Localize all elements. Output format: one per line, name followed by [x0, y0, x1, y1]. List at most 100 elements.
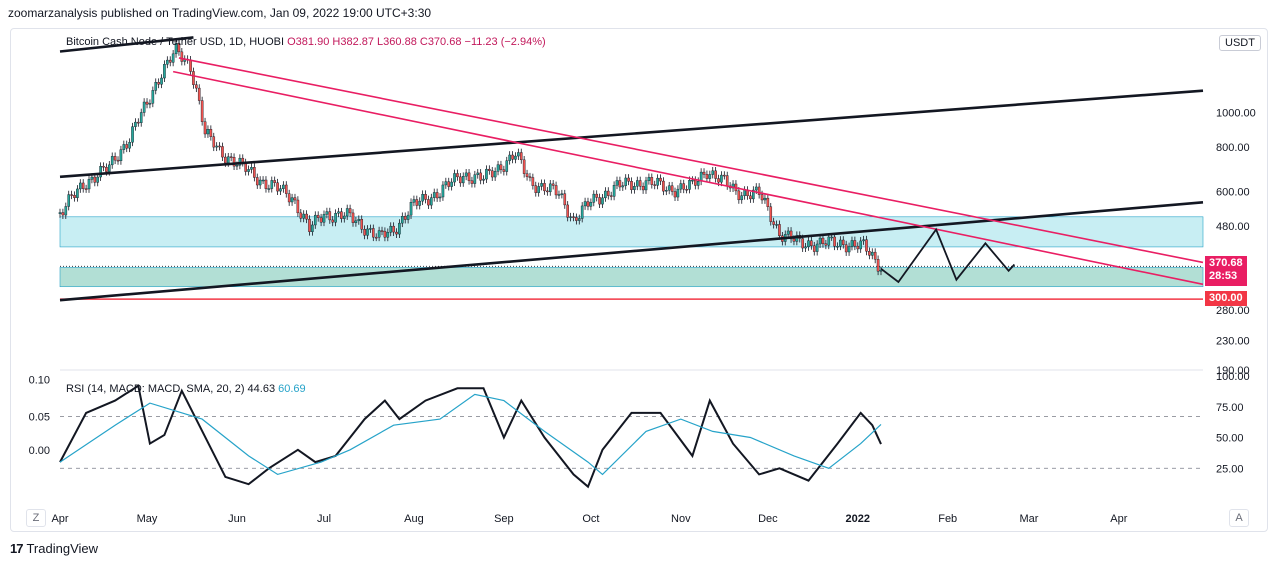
- candle-body: [322, 214, 326, 223]
- price-tick-label: 1000.00: [1216, 107, 1256, 119]
- candle-body: [604, 190, 607, 199]
- candle-body: [412, 199, 416, 203]
- oscillator-legend: RSI (14, MACD: MACD, SMA, 20, 2) 44.63 6…: [66, 383, 306, 395]
- candle-body: [177, 43, 181, 53]
- candle-body: [717, 178, 720, 183]
- candle-body: [815, 243, 819, 252]
- candle-body: [873, 251, 877, 260]
- candle-body: [818, 237, 822, 245]
- time-tick-label: Apr: [1110, 513, 1127, 525]
- time-tick-label: Jul: [317, 513, 331, 525]
- candle-body: [392, 225, 395, 233]
- candle-body: [337, 211, 340, 214]
- candle-body: [311, 224, 314, 232]
- candle-body: [641, 186, 645, 191]
- candle-body: [168, 59, 172, 63]
- candle-body: [691, 179, 694, 182]
- candle-body: [148, 103, 152, 105]
- candle-body: [409, 202, 413, 216]
- candle-body: [67, 194, 71, 207]
- candle-body: [679, 183, 683, 190]
- zone-band-1: [59, 267, 1204, 288]
- candle-body: [801, 238, 804, 249]
- symbol-legend: Bitcoin Cash Node / Tether USD, 1D, HUOB…: [66, 36, 546, 48]
- candle-body: [345, 208, 349, 217]
- candle-body: [807, 240, 810, 248]
- candle-body: [775, 224, 778, 226]
- candle-body: [786, 230, 790, 235]
- candle-body: [395, 231, 398, 235]
- candle-body: [79, 182, 82, 190]
- candle-body: [145, 101, 149, 105]
- price-tick-label: 600.00: [1216, 187, 1250, 199]
- candle-body: [534, 185, 538, 193]
- candle-body: [630, 181, 633, 190]
- candle-body: [273, 180, 276, 183]
- time-tick-label: Mar: [1019, 513, 1038, 525]
- candle-body: [163, 64, 166, 79]
- candle-body: [769, 206, 773, 222]
- candle-body: [366, 228, 369, 236]
- time-tick-label: Jun: [228, 513, 246, 525]
- candle-body: [253, 167, 256, 178]
- candle-body: [830, 236, 833, 239]
- candle-body: [415, 199, 419, 206]
- candle-body: [673, 191, 677, 198]
- candle-body: [102, 166, 105, 168]
- candle-body: [279, 188, 282, 192]
- timezone-button[interactable]: Z: [26, 509, 46, 527]
- candle-body: [792, 238, 796, 242]
- candle-body: [232, 157, 236, 167]
- oscillator-right-tick: 50.00: [1216, 433, 1244, 445]
- candle-body: [836, 245, 839, 248]
- candle-body: [644, 180, 648, 191]
- candle-body: [235, 165, 239, 167]
- candle-body: [441, 184, 445, 198]
- currency-unit-button[interactable]: USDT: [1219, 35, 1261, 51]
- trendline-1: [59, 89, 1204, 179]
- candle-body: [583, 201, 587, 207]
- candle-body: [139, 112, 143, 123]
- tradingview-logo-icon: 17: [10, 541, 24, 556]
- candle-body: [528, 176, 532, 178]
- candle-body: [638, 180, 642, 187]
- candle-body: [696, 181, 700, 186]
- candle-body: [569, 216, 572, 218]
- auto-scale-button[interactable]: A: [1229, 509, 1249, 527]
- candle-body: [389, 225, 393, 233]
- time-tick-label: Apr: [51, 513, 68, 525]
- candle-body: [287, 193, 291, 203]
- brand[interactable]: 17 TradingView: [10, 541, 98, 556]
- candle-body: [247, 169, 250, 172]
- candle-body: [302, 213, 305, 219]
- candle-body: [612, 185, 616, 197]
- candle-body: [325, 211, 329, 215]
- low-value: L360.88: [377, 36, 417, 48]
- candle-body: [331, 219, 334, 223]
- candle-body: [636, 180, 639, 187]
- candle-body: [470, 180, 474, 184]
- candle-body: [482, 178, 485, 181]
- time-tick-label: Nov: [671, 513, 691, 525]
- price-tick-label: 230.00: [1216, 335, 1250, 347]
- candle-body: [430, 197, 433, 206]
- candle-body: [589, 202, 593, 207]
- candle-body: [496, 164, 500, 172]
- candle-body: [859, 240, 862, 250]
- oscillator-series-macd: [59, 393, 882, 476]
- candle-body: [360, 219, 364, 230]
- candle-body: [598, 197, 601, 205]
- candle-body: [862, 239, 865, 242]
- candle-body: [868, 251, 871, 256]
- candle-body: [488, 168, 491, 171]
- candle-body: [833, 236, 836, 247]
- candle-body: [363, 229, 366, 236]
- time-tick-label: Sep: [494, 513, 514, 525]
- candle-body: [580, 205, 584, 219]
- candle-body: [84, 188, 88, 190]
- candle-body: [372, 228, 375, 238]
- candle-body: [517, 152, 520, 157]
- candle-body: [627, 177, 630, 182]
- close-value: C370.68: [419, 36, 462, 48]
